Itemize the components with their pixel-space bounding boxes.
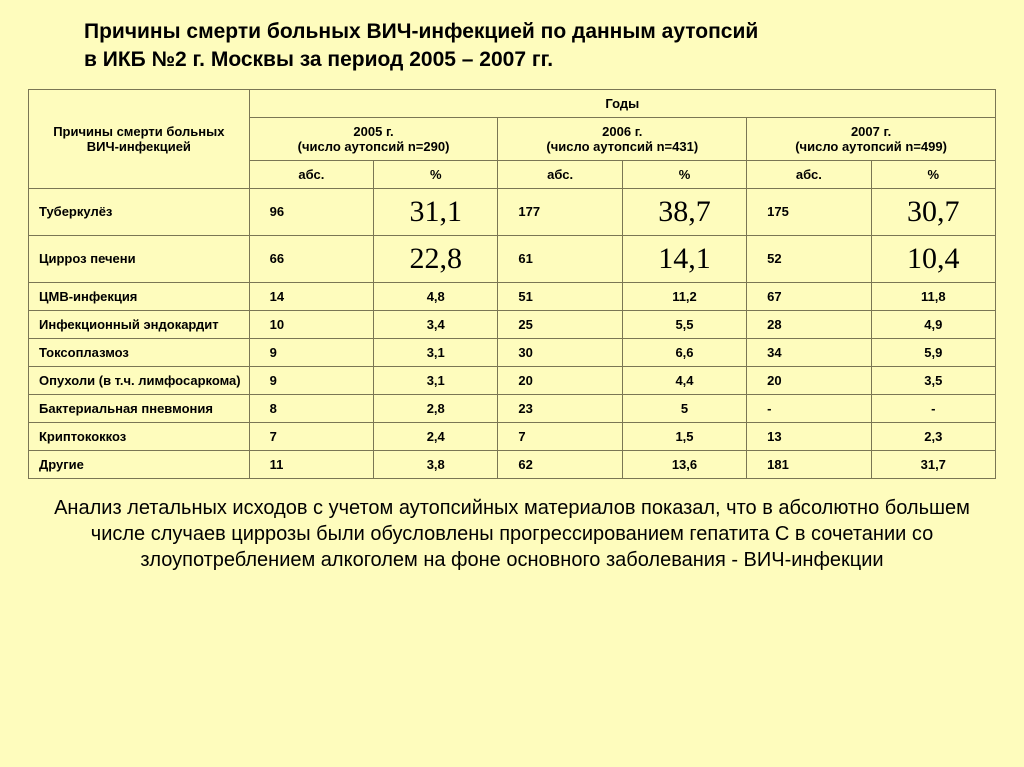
cell-pct: 6,6 [622, 338, 746, 366]
footer-text: Анализ летальных исходов с учетом аутопс… [28, 495, 996, 573]
table-row: Другие113,86213,618131,7 [29, 450, 996, 478]
header-pct-0: % [374, 160, 498, 188]
title-line1: Причины смерти больных ВИЧ-инфекцией по … [84, 20, 758, 43]
cell-pct: 11,2 [622, 282, 746, 310]
cell-abs: 96 [249, 188, 373, 235]
row-label: Токсоплазмоз [29, 338, 250, 366]
page-title: Причины смерти больных ВИЧ-инфекцией по … [28, 18, 996, 75]
header-abs-1: абс. [498, 160, 622, 188]
cell-pct: 5,9 [871, 338, 995, 366]
cell-pct: 2,4 [374, 422, 498, 450]
cell-abs: 175 [747, 188, 871, 235]
table-row: Бактериальная пневмония82,8235-- [29, 394, 996, 422]
header-years: Годы [249, 89, 995, 117]
cell-abs: 20 [498, 366, 622, 394]
header-abs-0: абс. [249, 160, 373, 188]
cell-pct: 3,1 [374, 366, 498, 394]
cell-abs: 52 [747, 235, 871, 282]
cell-abs: 67 [747, 282, 871, 310]
cell-abs: 30 [498, 338, 622, 366]
cell-pct: 1,5 [622, 422, 746, 450]
table-row: Криптококкоз72,471,5132,3 [29, 422, 996, 450]
cell-abs: 181 [747, 450, 871, 478]
cell-abs: 25 [498, 310, 622, 338]
cell-abs: 9 [249, 338, 373, 366]
cell-abs: 7 [498, 422, 622, 450]
row-label: Инфекционный эндокардит [29, 310, 250, 338]
cell-pct: 3,1 [374, 338, 498, 366]
title-line2: в ИКБ №2 г. Москвы за период 2005 – 2007… [84, 48, 553, 71]
cell-pct: 31,1 [374, 188, 498, 235]
cell-abs: 8 [249, 394, 373, 422]
cell-abs: 28 [747, 310, 871, 338]
header-year-0: 2005 г. (число аутопсий n=290) [249, 117, 498, 160]
cell-pct: 3,8 [374, 450, 498, 478]
header-abs-2: абс. [747, 160, 871, 188]
cell-abs: 34 [747, 338, 871, 366]
cell-pct: 2,3 [871, 422, 995, 450]
cell-pct: 31,7 [871, 450, 995, 478]
cell-abs: 61 [498, 235, 622, 282]
cell-abs: 10 [249, 310, 373, 338]
cell-abs: 9 [249, 366, 373, 394]
cell-abs: 23 [498, 394, 622, 422]
cell-abs: 13 [747, 422, 871, 450]
cell-pct: 11,8 [871, 282, 995, 310]
cell-pct: 4,8 [374, 282, 498, 310]
row-label: Криптококкоз [29, 422, 250, 450]
cell-abs: 62 [498, 450, 622, 478]
cell-pct: 4,9 [871, 310, 995, 338]
row-label: Опухоли (в т.ч. лимфосаркома) [29, 366, 250, 394]
cell-pct: 14,1 [622, 235, 746, 282]
header-year-2: 2007 г. (число аутопсий n=499) [747, 117, 996, 160]
cell-abs: 51 [498, 282, 622, 310]
table-row: Опухоли (в т.ч. лимфосаркома)93,1204,420… [29, 366, 996, 394]
cell-pct: 4,4 [622, 366, 746, 394]
cell-pct: 38,7 [622, 188, 746, 235]
cell-abs: - [747, 394, 871, 422]
row-label: ЦМВ-инфекция [29, 282, 250, 310]
row-label: Бактериальная пневмония [29, 394, 250, 422]
cell-pct: 3,5 [871, 366, 995, 394]
table-row: Токсоплазмоз93,1306,6345,9 [29, 338, 996, 366]
header-pct-2: % [871, 160, 995, 188]
cell-abs: 11 [249, 450, 373, 478]
cell-pct: - [871, 394, 995, 422]
data-table: Причины смерти больных ВИЧ-инфекцией Год… [28, 89, 996, 479]
header-year-1: 2006 г. (число аутопсий n=431) [498, 117, 747, 160]
row-label: Туберкулёз [29, 188, 250, 235]
table-body: Туберкулёз9631,117738,717530,7Цирроз печ… [29, 188, 996, 478]
table-row: Цирроз печени6622,86114,15210,4 [29, 235, 996, 282]
header-pct-1: % [622, 160, 746, 188]
cell-pct: 5 [622, 394, 746, 422]
header-causes: Причины смерти больных ВИЧ-инфекцией [29, 89, 250, 188]
cell-abs: 20 [747, 366, 871, 394]
cell-pct: 5,5 [622, 310, 746, 338]
cell-pct: 3,4 [374, 310, 498, 338]
row-label: Цирроз печени [29, 235, 250, 282]
cell-pct: 10,4 [871, 235, 995, 282]
table-row: Туберкулёз9631,117738,717530,7 [29, 188, 996, 235]
row-label: Другие [29, 450, 250, 478]
table-row: ЦМВ-инфекция144,85111,26711,8 [29, 282, 996, 310]
cell-abs: 66 [249, 235, 373, 282]
cell-pct: 13,6 [622, 450, 746, 478]
cell-pct: 2,8 [374, 394, 498, 422]
table-row: Инфекционный эндокардит103,4255,5284,9 [29, 310, 996, 338]
cell-pct: 22,8 [374, 235, 498, 282]
cell-abs: 7 [249, 422, 373, 450]
cell-abs: 14 [249, 282, 373, 310]
cell-abs: 177 [498, 188, 622, 235]
cell-pct: 30,7 [871, 188, 995, 235]
